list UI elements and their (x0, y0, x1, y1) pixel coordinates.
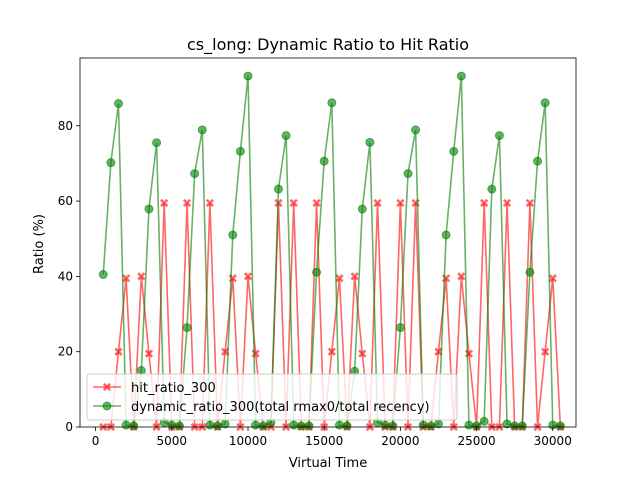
data-point (555, 421, 565, 431)
legend-swatch-marker (102, 401, 112, 411)
data-point (457, 272, 466, 281)
data-point (106, 158, 116, 168)
data-point (456, 71, 466, 81)
data-point (304, 421, 314, 431)
data-point (205, 420, 215, 430)
data-point (342, 421, 352, 431)
data-point (197, 125, 207, 135)
data-point (243, 272, 253, 281)
y-tick-label: 60 (58, 194, 73, 208)
data-point (144, 349, 154, 358)
data-point (358, 349, 367, 358)
data-point (137, 272, 146, 281)
data-point (129, 421, 139, 431)
x-tick-label: 15000 (305, 434, 343, 448)
plot-frame (79, 57, 577, 428)
data-point (449, 146, 459, 156)
data-point (464, 420, 474, 430)
data-point (152, 138, 162, 148)
data-point (380, 420, 390, 430)
y-tick-label: 80 (58, 119, 73, 133)
data-point (281, 131, 291, 141)
data-point (190, 169, 200, 179)
data-point (533, 156, 543, 166)
y-tick-label: 20 (58, 345, 73, 359)
chart-title: cs_long: Dynamic Ratio to Hit Ratio (187, 35, 469, 55)
data-point (136, 366, 146, 376)
data-point (357, 204, 367, 214)
x-tick-label: 5000 (157, 434, 188, 448)
data-point (251, 420, 261, 430)
data-point (335, 274, 344, 283)
data-point (334, 420, 344, 430)
data-point (502, 198, 512, 208)
legend-box (86, 373, 458, 421)
y-axis: 0 20 40 60 80 (58, 119, 80, 434)
data-point (541, 347, 550, 356)
data-point (494, 131, 504, 141)
y-tick-label: 0 (65, 420, 73, 434)
legend-label: hit_ratio_300 (131, 381, 216, 396)
data-point (487, 184, 497, 194)
data-point (540, 98, 550, 108)
data-point (319, 156, 329, 166)
y-axis-label: Ratio (%) (32, 214, 47, 274)
x-axis-label: Virtual Time (289, 456, 367, 471)
legend: hit_ratio_300 dynamic_ratio_300(total rma… (86, 373, 458, 421)
data-point (243, 71, 253, 81)
data-point (235, 146, 245, 156)
data-point (205, 198, 215, 208)
x-tick-label: 25000 (457, 434, 495, 448)
data-point (548, 274, 557, 283)
y-tick-label: 40 (58, 269, 73, 283)
data-point (327, 347, 336, 356)
data-point (525, 267, 535, 277)
legend-swatch-marker (102, 382, 112, 392)
data-point (182, 323, 192, 333)
x-tick-label: 10000 (229, 434, 267, 448)
x-tick-label: 0 (92, 434, 100, 448)
data-point (296, 421, 306, 431)
data-point (517, 421, 527, 431)
data-point (480, 198, 489, 208)
data-point (273, 184, 283, 194)
data-point (98, 270, 108, 280)
data-point (373, 198, 382, 208)
data-point (441, 230, 451, 240)
data-point (258, 421, 268, 431)
data-point (388, 421, 398, 431)
data-point (213, 421, 223, 431)
data-point (114, 347, 123, 356)
data-point (121, 274, 131, 283)
data-point (289, 420, 299, 430)
data-point (403, 169, 413, 179)
data-point (327, 98, 337, 108)
data-point (350, 272, 359, 281)
data-point (182, 198, 192, 208)
data-point (510, 421, 520, 431)
data-point (395, 323, 405, 333)
data-point (312, 267, 322, 277)
data-point (289, 198, 298, 208)
data-point (144, 204, 154, 214)
data-point (121, 420, 131, 430)
x-tick-label: 20000 (381, 434, 419, 448)
data-point (174, 421, 184, 431)
data-point (312, 198, 321, 208)
x-axis: 0 5000 10000 15000 20000 25000 30000 (92, 427, 572, 448)
x-tick-label: 30000 (534, 434, 572, 448)
data-point (411, 125, 421, 135)
data-point (228, 230, 238, 240)
data-point (160, 198, 169, 208)
data-point (525, 198, 535, 208)
legend-label: dynamic_ratio_300(total rmax0/total rece… (131, 400, 430, 415)
data-point (365, 137, 375, 147)
data-point (113, 99, 123, 109)
data-point (479, 416, 489, 426)
data-point (396, 198, 405, 208)
data-point (426, 421, 436, 431)
data-point (418, 420, 428, 430)
